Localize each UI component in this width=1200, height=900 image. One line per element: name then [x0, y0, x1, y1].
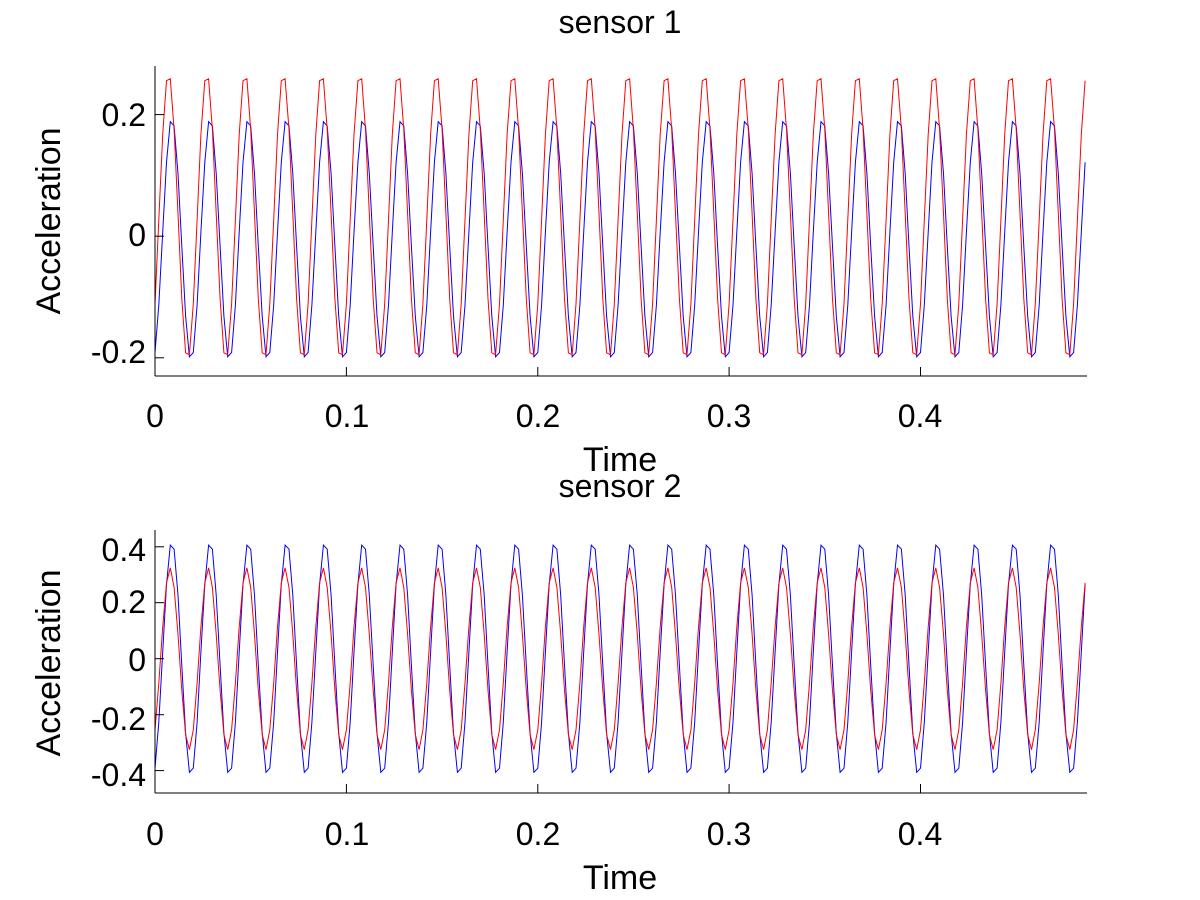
x-tick-label: 0.1: [325, 816, 369, 852]
y-tick-label: 0.4: [102, 532, 146, 568]
x-axis-label: Time: [583, 859, 657, 897]
x-tick-label: 0.2: [516, 816, 560, 852]
y-axis-label: Acceleration: [30, 569, 68, 756]
y-axis-label: Acceleration: [30, 127, 68, 314]
y-tick-label: -0.2: [91, 701, 146, 737]
x-tick-label: 0.3: [707, 398, 751, 434]
x-tick-label: 0.1: [325, 398, 369, 434]
y-tick-label: -0.2: [91, 334, 146, 370]
series-layer: [154, 78, 1086, 358]
y-tick-label: 0.2: [102, 584, 146, 620]
tick-marks: [154, 114, 921, 376]
subplot-sensor-2: sensor 2 Time Acceleration 0 0.1 0.2 0.3…: [30, 468, 1087, 897]
series-line-1: [154, 543, 1086, 774]
subplot-title: sensor 1: [559, 4, 682, 40]
x-tick-label: 0: [146, 398, 164, 434]
x-tick-labels: 0 0.1 0.2 0.3 0.4: [146, 816, 942, 852]
y-tick-labels: -0.2 0 0.2: [91, 97, 146, 370]
x-tick-label: 0: [146, 816, 164, 852]
subplot-title: sensor 2: [559, 468, 682, 504]
series-line-2: [154, 567, 1086, 750]
x-tick-labels: 0 0.1 0.2 0.3 0.4: [146, 398, 942, 434]
x-axis-label: Time: [583, 441, 657, 479]
x-tick-label: 0.2: [516, 398, 560, 434]
x-tick-label: 0.4: [898, 398, 942, 434]
subplot-sensor-1: sensor 1 Time Acceleration 0 0.1 0.2 0.3…: [30, 4, 1087, 479]
y-tick-label: 0.2: [102, 97, 146, 133]
series-layer: [154, 543, 1086, 774]
x-tick-label: 0.4: [898, 816, 942, 852]
y-tick-label: 0: [128, 217, 146, 253]
y-tick-label: 0: [128, 642, 146, 678]
y-tick-label: -0.4: [91, 757, 146, 793]
series-line-2: [154, 78, 1086, 356]
series-line-1: [154, 120, 1086, 358]
x-tick-label: 0.3: [707, 816, 751, 852]
y-tick-labels: -0.4 -0.2 0 0.2 0.4: [91, 532, 146, 793]
